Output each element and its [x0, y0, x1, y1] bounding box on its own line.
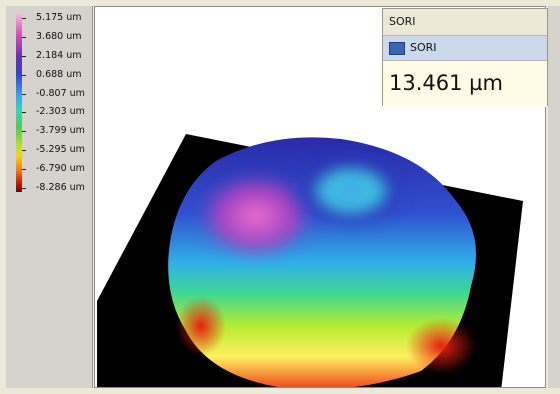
surface-low-region — [406, 318, 476, 374]
scale-label: -6.790 um — [36, 163, 85, 175]
scale-tick — [22, 37, 26, 38]
scale-label: 5.175 um — [36, 12, 82, 24]
item-label: SORI — [410, 36, 437, 60]
measurement-box: SORI SORI 13.461 µm — [382, 8, 548, 106]
scale-label: 3.680 um — [36, 31, 82, 43]
item-icon — [389, 42, 405, 55]
scale-label: 2.184 um — [36, 50, 82, 62]
color-scale-bar — [16, 14, 22, 192]
measurement-header: SORI — [383, 9, 547, 36]
page: 5.175 um 3.680 um 2.184 um 0.688 um -0.807 u… — [0, 0, 560, 394]
color-scale-panel: 5.175 um 3.680 um 2.184 um 0.688 um -0.807 u… — [6, 6, 93, 388]
scale-tick — [22, 56, 26, 57]
scale-tick — [22, 188, 26, 189]
scale-tick — [22, 131, 26, 132]
scale-label: -5.295 um — [36, 144, 85, 156]
surface-dimple — [291, 153, 411, 229]
app-window: 5.175 um 3.680 um 2.184 um 0.688 um -0.807 u… — [0, 0, 560, 394]
surface-low-region — [176, 296, 226, 356]
scrollbar-strip — [548, 6, 560, 388]
scale-tick — [22, 169, 26, 170]
scale-tick — [22, 150, 26, 151]
measurement-value: 13.461 µm — [383, 61, 547, 107]
scale-label: -0.807 um — [36, 88, 85, 100]
measurement-item[interactable]: SORI — [383, 36, 547, 61]
scale-tick — [22, 75, 26, 76]
scale-label: 0.688 um — [36, 69, 82, 81]
scale-tick — [22, 18, 26, 19]
scale-label: -2.303 um — [36, 106, 85, 118]
scale-tick — [22, 112, 26, 113]
scale-label: -8.286 um — [36, 182, 85, 194]
scale-tick — [22, 94, 26, 95]
scale-label: -3.799 um — [36, 125, 85, 137]
